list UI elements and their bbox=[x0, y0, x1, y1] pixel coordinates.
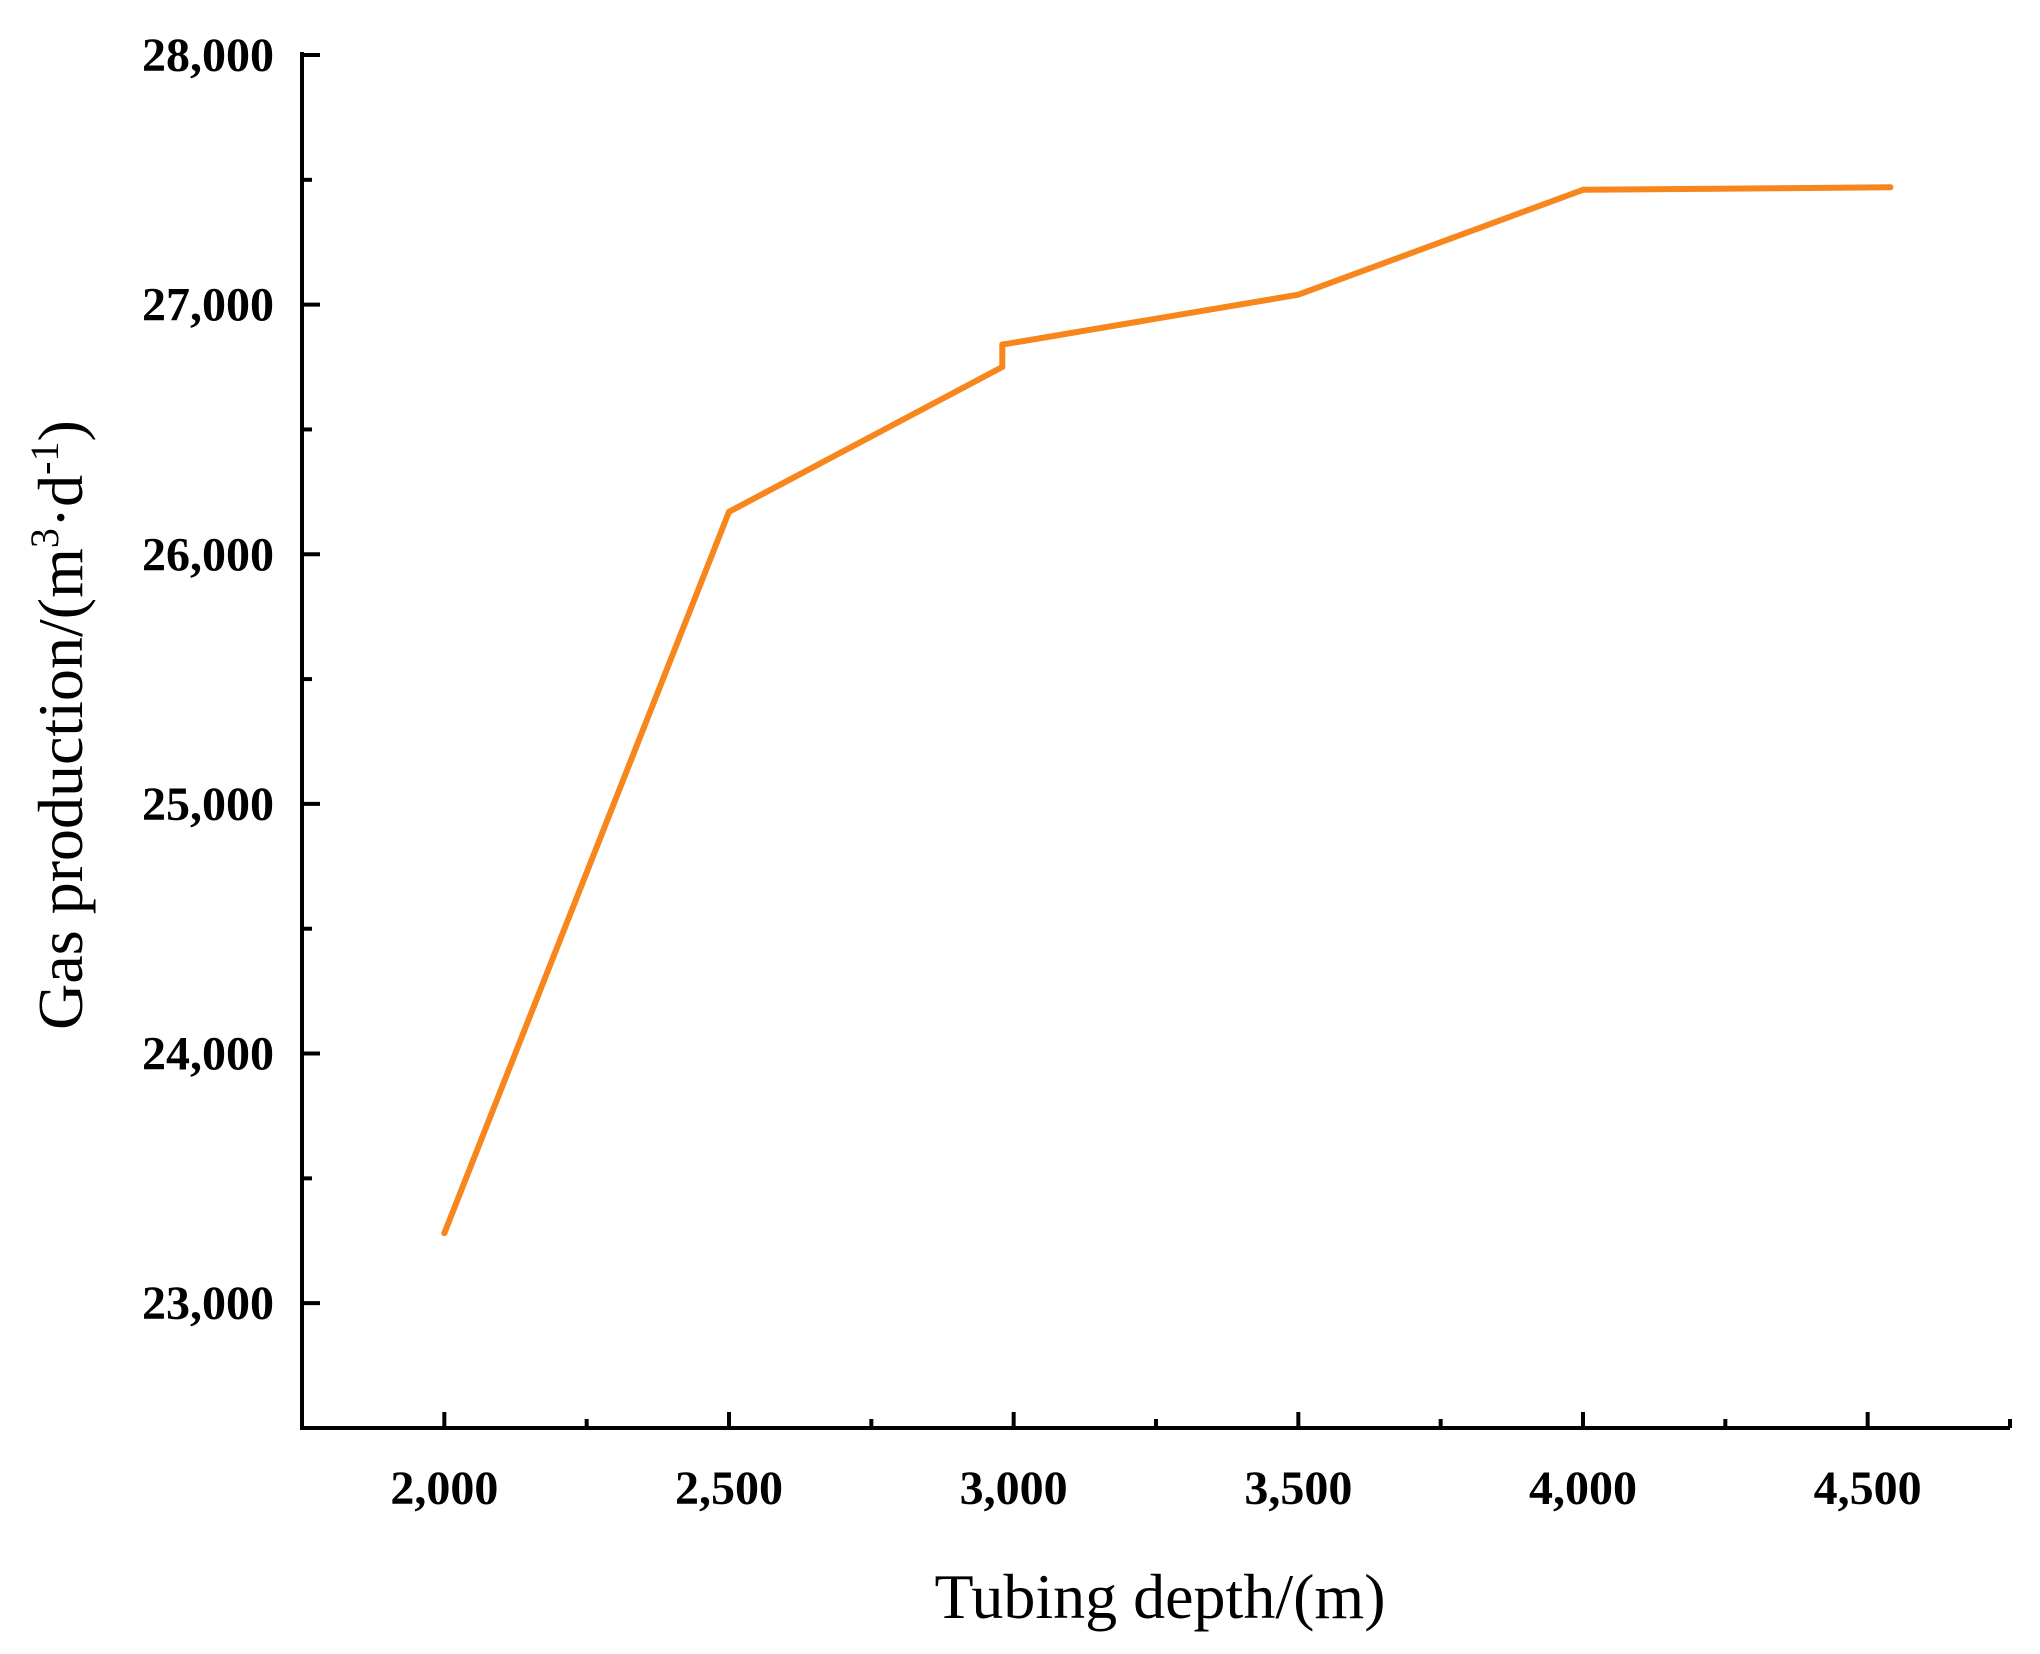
x-tick-label: 2,500 bbox=[675, 1462, 783, 1515]
series-line bbox=[441, 184, 1891, 1235]
data-point bbox=[1887, 184, 1894, 191]
tick-labels: 2,000 2,500 3,000 3,500 4,000 4,500 23,000 24,0… bbox=[142, 29, 1922, 1515]
y-axis-title-sup2: -1 bbox=[22, 441, 67, 474]
y-tick-label: 23,000 bbox=[142, 1277, 274, 1330]
tick-marks bbox=[302, 53, 2012, 1430]
data-point bbox=[1295, 291, 1302, 298]
axes bbox=[300, 52, 2010, 1430]
x-tick-label: 4,500 bbox=[1814, 1462, 1922, 1515]
x-tick-label: 2,000 bbox=[390, 1462, 498, 1515]
x-tick-label: 3,500 bbox=[1244, 1462, 1352, 1515]
data-point bbox=[999, 364, 1006, 371]
data-point bbox=[999, 341, 1006, 348]
data-point bbox=[441, 1230, 448, 1237]
y-axis-title-sup1: 3 bbox=[22, 528, 67, 548]
x-axis-title: Tubing depth/(m) bbox=[935, 1561, 1386, 1632]
x-tick-label: 4,000 bbox=[1529, 1462, 1637, 1515]
y-axis-title-mid: ·d bbox=[25, 475, 96, 528]
y-axis-title-main: Gas production/(m bbox=[25, 548, 96, 1030]
data-point bbox=[1580, 186, 1586, 193]
y-tick-label: 25,000 bbox=[142, 778, 274, 831]
y-tick-label: 27,000 bbox=[142, 279, 274, 332]
y-axis-title: Gas production/(m3·d-1) bbox=[22, 420, 96, 1030]
y-tick-label: 26,000 bbox=[142, 528, 274, 581]
series-group bbox=[441, 184, 1894, 1237]
x-tick-label: 3,000 bbox=[960, 1462, 1068, 1515]
data-point bbox=[726, 508, 732, 515]
y-tick-label: 24,000 bbox=[142, 1028, 274, 1081]
y-tick-label: 28,000 bbox=[142, 29, 274, 82]
y-axis-title-end: ) bbox=[25, 420, 96, 441]
